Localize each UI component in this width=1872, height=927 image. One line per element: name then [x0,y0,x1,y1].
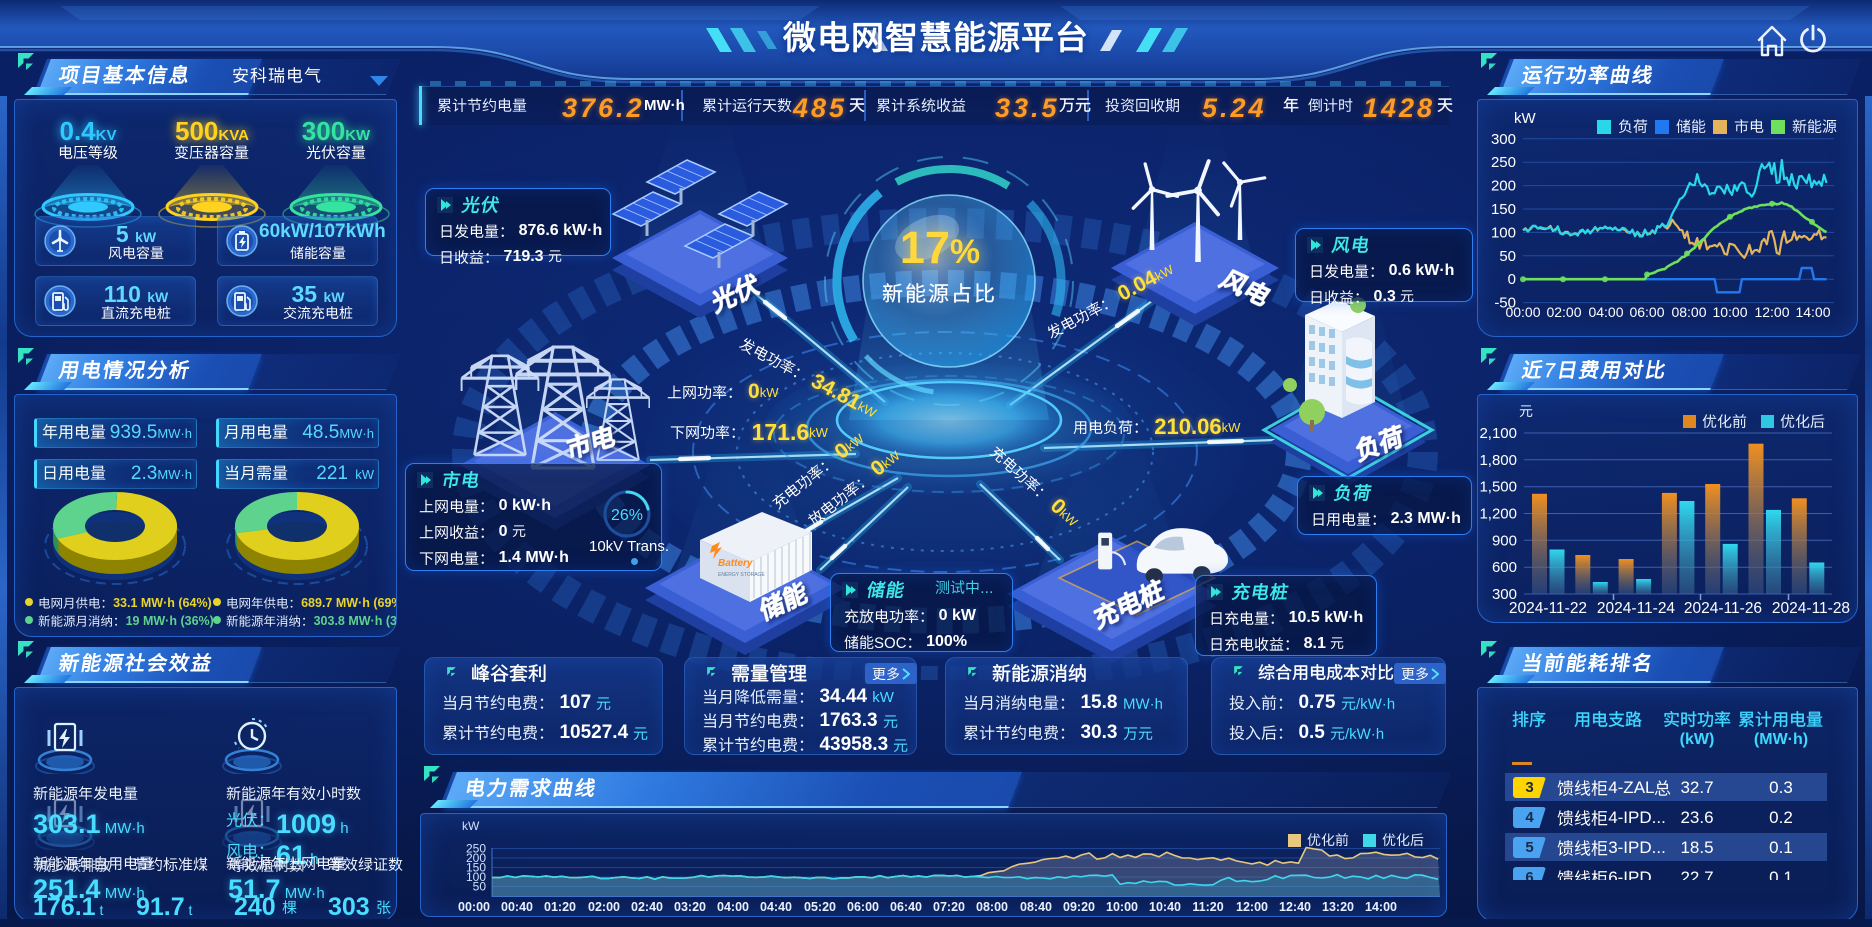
svg-text:14:00: 14:00 [1365,900,1397,914]
svg-text:1,200: 1,200 [1479,506,1517,523]
svg-text:250: 250 [1491,154,1516,171]
svg-text:100: 100 [1491,224,1516,241]
svg-text:0: 0 [1508,271,1516,288]
svg-text:900: 900 [1492,532,1517,549]
svg-text:12:00: 12:00 [1754,304,1789,320]
svg-text:02:00: 02:00 [588,900,620,914]
svg-text:06:40: 06:40 [890,900,922,914]
svg-text:03:20: 03:20 [674,900,706,914]
svg-text:50: 50 [473,880,487,894]
svg-text:02:00: 02:00 [1546,304,1581,320]
svg-text:100: 100 [466,870,486,884]
svg-text:150: 150 [1491,201,1516,218]
svg-text:ENERGY STORAGE: ENERGY STORAGE [718,572,765,578]
svg-text:26%: 26% [611,507,643,524]
svg-text:04:00: 04:00 [1588,304,1623,320]
svg-text:02:40: 02:40 [631,900,663,914]
svg-text:06:00: 06:00 [847,900,879,914]
svg-text:04:00: 04:00 [717,900,749,914]
svg-text:10:00: 10:00 [1106,900,1138,914]
svg-text:2024-11-22: 2024-11-22 [1509,600,1587,617]
svg-text:08:40: 08:40 [1020,900,1052,914]
svg-text:11:20: 11:20 [1192,900,1223,914]
svg-text:1,800: 1,800 [1479,452,1517,469]
svg-text:00:00: 00:00 [1505,304,1540,320]
svg-text:10:00: 10:00 [1712,304,1747,320]
svg-text:00:00: 00:00 [458,900,490,914]
svg-text:Battery: Battery [718,558,753,569]
svg-text:04:40: 04:40 [760,900,792,914]
svg-text:08:00: 08:00 [1671,304,1706,320]
svg-text:150: 150 [466,861,486,875]
svg-text:07:20: 07:20 [933,900,965,914]
svg-text:200: 200 [466,851,486,865]
svg-text:600: 600 [1492,559,1517,576]
svg-text:200: 200 [1491,178,1516,195]
svg-text:12:40: 12:40 [1279,900,1311,914]
svg-text:1,500: 1,500 [1479,479,1517,496]
svg-text:05:20: 05:20 [804,900,836,914]
svg-text:-50: -50 [1494,295,1516,312]
svg-text:13:20: 13:20 [1322,900,1354,914]
svg-text:2024-11-26: 2024-11-26 [1684,600,1762,617]
svg-text:01:20: 01:20 [544,900,576,914]
svg-text:2,100: 2,100 [1479,425,1517,442]
svg-text:50: 50 [1499,248,1516,265]
svg-text:2024-11-28: 2024-11-28 [1772,600,1850,617]
svg-text:06:00: 06:00 [1629,304,1664,320]
svg-text:300: 300 [1492,586,1517,603]
svg-text:300: 300 [1491,131,1516,148]
svg-text:12:00: 12:00 [1236,900,1268,914]
svg-text:10:40: 10:40 [1149,900,1181,914]
svg-text:2024-11-24: 2024-11-24 [1597,600,1676,617]
svg-text:09:20: 09:20 [1063,900,1095,914]
svg-text:08:00: 08:00 [976,900,1008,914]
svg-text:250: 250 [466,842,486,856]
svg-text:14:00: 14:00 [1795,304,1830,320]
svg-text:kW: kW [462,819,480,833]
svg-text:00:40: 00:40 [501,900,533,914]
